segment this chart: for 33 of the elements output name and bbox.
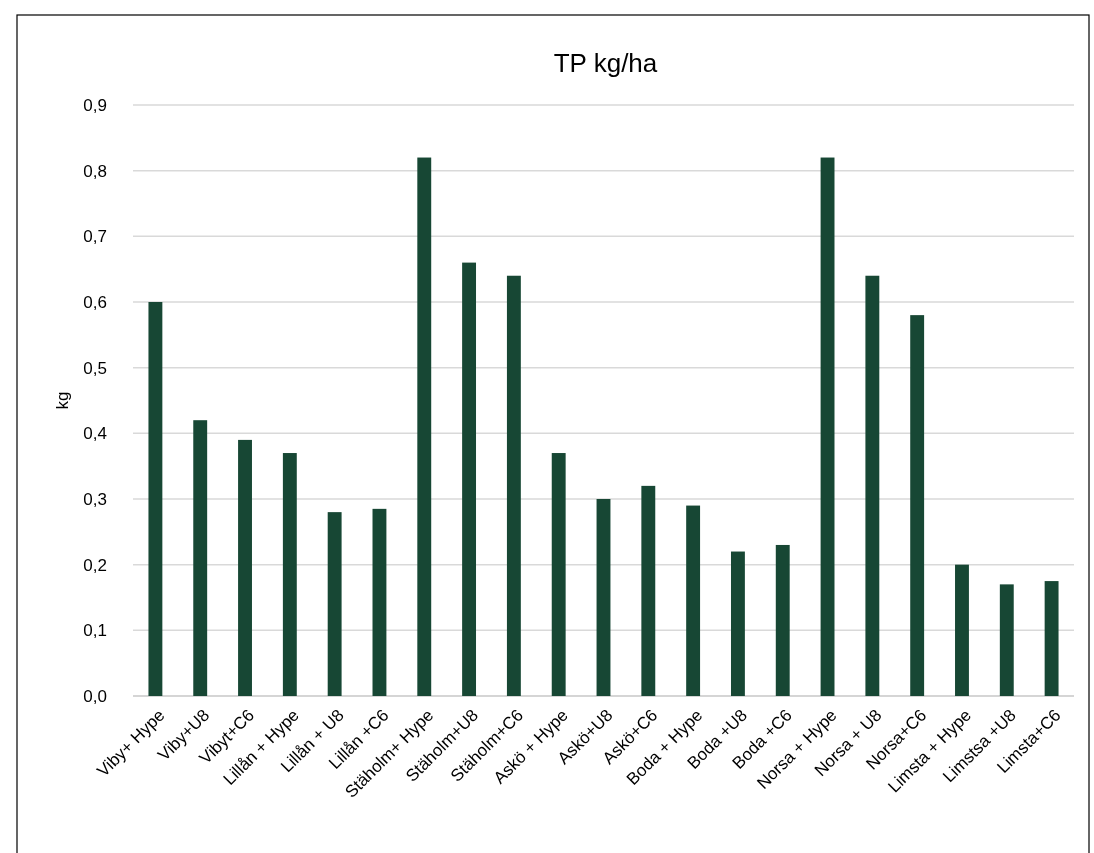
y-tick-label: 0,0 xyxy=(83,686,107,706)
y-axis-title: kg xyxy=(53,391,72,410)
y-tick-label: 0,3 xyxy=(83,489,107,509)
y-tick-label: 0,1 xyxy=(83,621,107,641)
y-tick-label: 0,5 xyxy=(83,358,107,378)
bar xyxy=(955,564,969,696)
y-tick-label: 0,2 xyxy=(83,555,107,575)
bar xyxy=(730,551,745,696)
bar xyxy=(641,485,656,696)
bar xyxy=(327,512,342,696)
bar xyxy=(193,420,208,696)
bar xyxy=(148,302,163,696)
bar xyxy=(238,439,252,696)
bar xyxy=(551,453,566,696)
bar xyxy=(372,508,387,696)
bar xyxy=(775,544,790,696)
bar xyxy=(999,584,1014,696)
bar xyxy=(820,157,835,696)
bar xyxy=(596,499,611,696)
bar xyxy=(686,505,701,696)
chart-title: TP kg/ha xyxy=(553,48,658,78)
bar xyxy=(1044,581,1059,696)
bar xyxy=(462,262,477,696)
bar xyxy=(506,275,521,696)
y-tick-label: 0,4 xyxy=(83,424,107,444)
bar xyxy=(417,157,432,696)
bar xyxy=(282,453,297,696)
y-tick-label: 0,6 xyxy=(83,292,107,312)
bar xyxy=(865,275,880,696)
bar xyxy=(910,315,925,696)
y-tick-label: 0,8 xyxy=(83,161,107,181)
y-tick-label: 0,9 xyxy=(83,95,107,115)
y-tick-label: 0,7 xyxy=(83,227,107,247)
